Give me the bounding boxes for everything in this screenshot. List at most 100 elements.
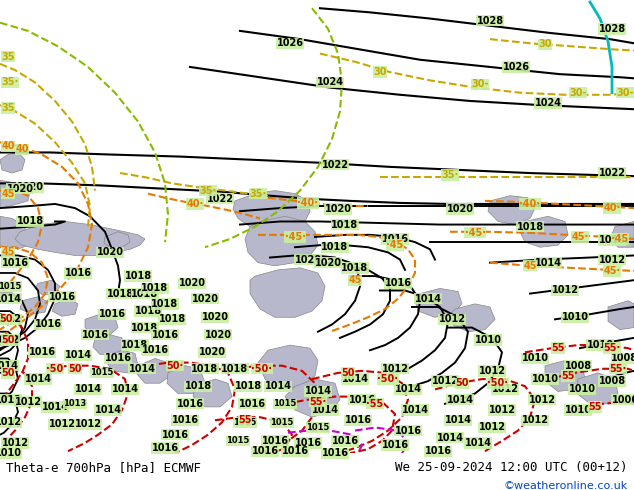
- Text: 1016: 1016: [425, 446, 451, 456]
- Polygon shape: [250, 268, 325, 318]
- Text: 55·: 55·: [604, 343, 621, 353]
- Text: ·40·: ·40·: [297, 198, 318, 208]
- Text: 1014: 1014: [465, 438, 491, 448]
- Text: 1020: 1020: [295, 255, 321, 265]
- Text: 1014: 1014: [129, 364, 155, 374]
- Text: 1012: 1012: [0, 335, 20, 345]
- Text: 1018: 1018: [221, 364, 249, 374]
- Text: 1010: 1010: [531, 374, 559, 384]
- Text: ·50: ·50: [46, 364, 63, 374]
- Text: 1014: 1014: [304, 387, 332, 396]
- Text: 1014: 1014: [94, 405, 122, 415]
- Text: 1018: 1018: [16, 217, 44, 226]
- Text: 1010: 1010: [0, 448, 22, 458]
- Text: 1018: 1018: [152, 299, 179, 309]
- Text: 1015: 1015: [306, 423, 330, 432]
- Text: 1014: 1014: [0, 361, 18, 371]
- Text: 1016: 1016: [349, 394, 375, 405]
- Polygon shape: [85, 314, 118, 335]
- Text: 40·: 40·: [604, 203, 621, 213]
- Text: 1016: 1016: [382, 234, 408, 244]
- Text: 1014: 1014: [311, 405, 339, 415]
- Text: 1018: 1018: [131, 322, 158, 333]
- Text: 30-: 30-: [471, 79, 489, 90]
- Text: 1016: 1016: [152, 443, 179, 453]
- Text: 40·: 40·: [186, 199, 204, 209]
- Text: 1012: 1012: [479, 422, 505, 433]
- Text: 1008: 1008: [564, 361, 592, 371]
- Text: 1015: 1015: [233, 418, 257, 427]
- Text: 1018: 1018: [134, 306, 162, 316]
- Text: 1008: 1008: [611, 353, 634, 364]
- Text: 1016: 1016: [261, 436, 288, 446]
- Text: 35·: 35·: [441, 170, 458, 180]
- Text: 30-: 30-: [616, 88, 634, 98]
- Polygon shape: [193, 379, 232, 407]
- Text: 1026: 1026: [276, 38, 304, 48]
- Text: 1014: 1014: [401, 405, 429, 415]
- Text: 1020: 1020: [205, 330, 231, 340]
- Text: 1014: 1014: [444, 416, 472, 425]
- Text: 1014: 1014: [65, 350, 91, 360]
- Polygon shape: [107, 350, 138, 373]
- Text: 35·: 35·: [199, 186, 217, 196]
- Text: 1012: 1012: [432, 376, 458, 386]
- Text: 1020: 1020: [179, 278, 205, 288]
- Text: 1015: 1015: [226, 437, 250, 445]
- Text: 50·: 50·: [166, 361, 184, 371]
- Text: 1016: 1016: [238, 399, 266, 409]
- Text: 1012: 1012: [489, 405, 515, 415]
- Text: 1018: 1018: [517, 221, 543, 232]
- Text: 1015: 1015: [273, 399, 297, 408]
- Text: 1020: 1020: [198, 347, 226, 357]
- Polygon shape: [167, 366, 205, 393]
- Text: 1018: 1018: [107, 289, 134, 298]
- Text: 1016: 1016: [598, 235, 626, 245]
- Text: 1016: 1016: [295, 438, 321, 448]
- Text: 1014: 1014: [41, 402, 68, 412]
- Text: 1016: 1016: [344, 416, 372, 425]
- Text: 55: 55: [561, 371, 575, 381]
- Text: 1012: 1012: [439, 315, 465, 324]
- Text: 1024: 1024: [316, 77, 344, 87]
- Text: 55·: 55·: [309, 397, 327, 407]
- Text: 1016: 1016: [162, 430, 188, 440]
- Text: 1012: 1012: [491, 384, 519, 394]
- Polygon shape: [450, 304, 495, 332]
- Polygon shape: [233, 191, 310, 229]
- Text: 1018: 1018: [141, 283, 169, 294]
- Text: 35: 35: [1, 51, 15, 62]
- Text: 1016: 1016: [34, 319, 61, 329]
- Text: 1012: 1012: [382, 364, 408, 374]
- Text: 45: 45: [1, 189, 15, 198]
- Text: 1020: 1020: [6, 184, 34, 194]
- Text: 1015: 1015: [270, 418, 294, 427]
- Text: 1018: 1018: [321, 242, 349, 252]
- Text: 55: 55: [238, 416, 252, 425]
- Polygon shape: [415, 289, 462, 318]
- Text: 1016: 1016: [394, 426, 422, 436]
- Text: 1018: 1018: [342, 263, 368, 273]
- Text: 1014: 1014: [436, 433, 463, 443]
- Text: 1016: 1016: [82, 330, 108, 340]
- Polygon shape: [15, 221, 145, 255]
- Polygon shape: [245, 216, 318, 266]
- Text: 1012: 1012: [529, 394, 555, 405]
- Text: 1014: 1014: [75, 384, 101, 394]
- Text: 1015: 1015: [0, 282, 22, 291]
- Text: 1012: 1012: [522, 416, 548, 425]
- Text: 1014: 1014: [25, 374, 51, 384]
- Polygon shape: [285, 379, 340, 417]
- Text: 1016: 1016: [152, 330, 179, 340]
- Text: 1016: 1016: [281, 446, 309, 456]
- Text: 1012: 1012: [0, 315, 22, 324]
- Text: ·50·: ·50·: [252, 364, 273, 374]
- Text: 1020: 1020: [446, 204, 474, 214]
- Text: 55: 55: [588, 402, 602, 412]
- Text: 1012: 1012: [15, 397, 41, 407]
- Text: 1014: 1014: [415, 294, 441, 304]
- Text: 1016: 1016: [48, 292, 75, 302]
- Polygon shape: [520, 216, 568, 247]
- Text: 1022: 1022: [598, 168, 626, 178]
- Text: 1016: 1016: [1, 258, 29, 268]
